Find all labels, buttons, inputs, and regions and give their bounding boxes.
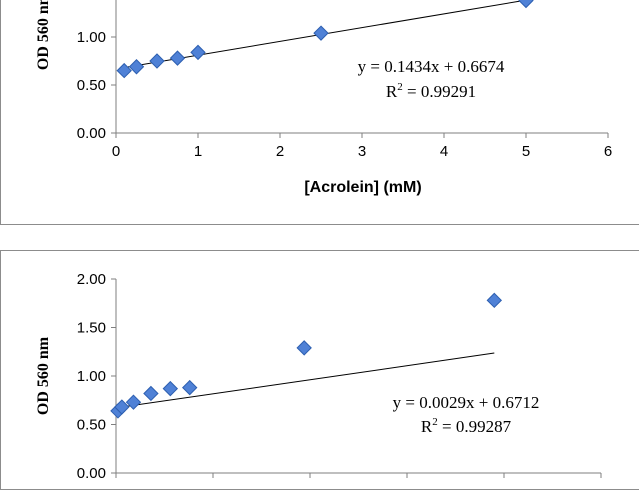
r2-value: = 0.99287: [438, 417, 512, 436]
data-point-marker: [313, 25, 329, 41]
x-tick-label: 1: [194, 143, 202, 160]
data-point-marker: [518, 0, 534, 9]
acrolein-scatter-chart: 0.00 0.50 1.00 0 1 2 3 4 5 6 OD 560 nm [Acrolein…: [35, 0, 612, 196]
y-tick-label: 0.50: [77, 417, 106, 434]
y-tick-label: 0.50: [77, 77, 106, 94]
data-point-marker: [169, 50, 186, 66]
data-point-marker: [116, 62, 132, 79]
data-point-marker: [486, 292, 503, 309]
r-squared-annotation: R2 = 0.99291: [386, 81, 476, 101]
y-tick-label: 0.00: [77, 125, 106, 142]
y-axis-label: OD 560 nm: [35, 336, 52, 415]
y-tick-label: 2.00: [77, 271, 106, 288]
x-tick-label: 3: [358, 143, 366, 160]
x-tick-label: 6: [604, 143, 612, 160]
chart-panel-acrolein: 0.00 0.50 1.00 0 1 2 3 4 5 6 OD 560 nm [Acrolein…: [0, 0, 639, 225]
x-tick-label: 5: [522, 143, 530, 160]
r2-symbol: R: [386, 82, 398, 101]
y-axis-label: OD 560 nm: [35, 0, 52, 70]
data-point-marker: [296, 340, 312, 356]
chart-panel-second: 0.00 0.50 1.00 1.50 2.00 OD 560 nm y = 0.002…: [0, 250, 639, 490]
x-tick-label: 0: [112, 143, 120, 160]
data-point-marker: [128, 59, 145, 75]
x-axis-label: [Acrolein] (mM): [304, 179, 421, 196]
data-point-marker: [182, 379, 198, 396]
x-tick-label: 2: [276, 143, 284, 160]
data-point-marker: [162, 380, 179, 397]
y-tick-label: 1.00: [77, 368, 106, 385]
data-point-marker: [190, 44, 206, 61]
y-tick-label: 1.50: [77, 320, 106, 337]
trendline-equation: y = 0.0029x + 0.6712: [393, 393, 540, 412]
trendline: [117, 352, 495, 409]
x-tick-label: 4: [440, 143, 448, 160]
data-point-marker: [143, 385, 159, 402]
data-point-marker: [125, 394, 142, 410]
r2-value: = 0.99291: [403, 82, 476, 101]
trendline-equation: y = 0.1434x + 0.6674: [358, 57, 505, 76]
data-point-marker: [114, 399, 130, 415]
y-tick-label: 1.00: [77, 29, 106, 46]
second-scatter-chart: 0.00 0.50 1.00 1.50 2.00 OD 560 nm y = 0.002…: [35, 271, 602, 482]
r-squared-annotation: R2 = 0.99287: [421, 416, 512, 436]
r2-symbol: R: [421, 417, 433, 436]
data-point-marker: [149, 53, 165, 69]
y-tick-label: 0.00: [77, 465, 106, 482]
